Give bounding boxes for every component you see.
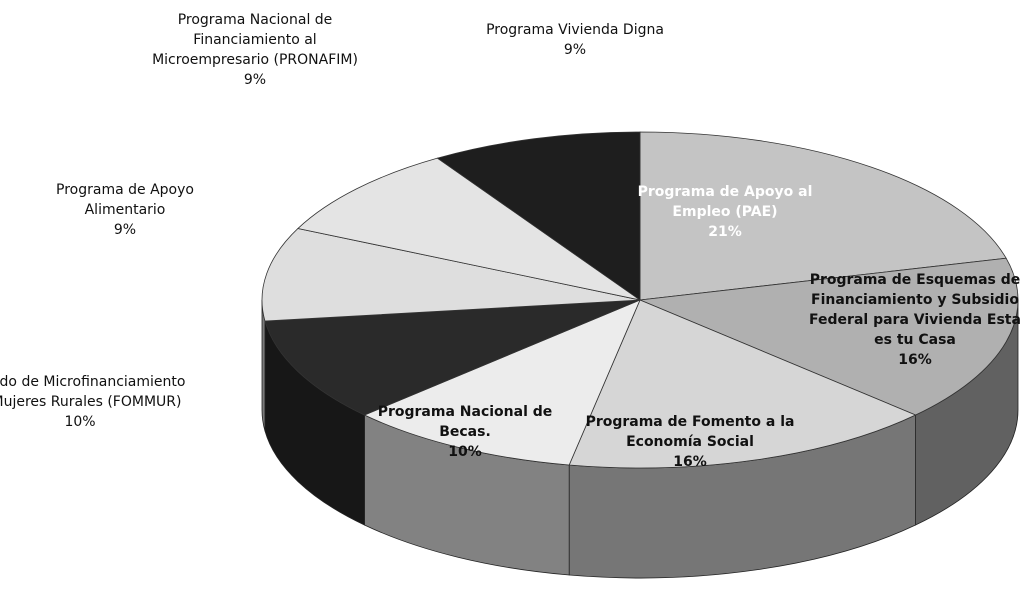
pie-slice (638, 257, 1019, 416)
pie-slice (363, 299, 641, 466)
value-label: 21% (708, 224, 742, 240)
slice-label: Programa Vivienda Digna 9% (465, 20, 685, 60)
pie-slice (436, 131, 641, 301)
pie-slice (568, 299, 917, 469)
pie-slice (264, 299, 641, 416)
slice-label: Programa Nacional de Becas. 10% (355, 402, 575, 462)
category-name: Programa Nacional de Financiamiento al M… (152, 12, 358, 68)
category-name: Fondo de Microfinanciamiento a Mujeres R… (0, 374, 186, 410)
slice-label: Programa de Apoyo al Empleo (PAE) 21% (615, 182, 835, 242)
slice-label: Programa de Apoyo Alimentario 9% (15, 180, 235, 240)
pie-slice (261, 228, 641, 322)
category-name: Programa de Esquemas de Financiamiento y… (809, 272, 1021, 348)
value-label: 16% (898, 352, 932, 368)
pie-slice (297, 157, 641, 301)
value-label: 9% (243, 72, 267, 88)
category-name: Programa de Apoyo Alimentario (56, 182, 194, 218)
value-label: 10% (64, 414, 96, 430)
category-name: Programa Vivienda Digna (486, 22, 664, 38)
value-label: 9% (113, 222, 137, 238)
pie-slice (639, 131, 1007, 301)
slice-label: Programa de Esquemas de Financiamiento y… (805, 270, 1024, 370)
category-name: Programa Nacional de Becas. (377, 404, 553, 440)
slice-label: Programa Nacional de Financiamiento al M… (145, 10, 365, 90)
category-name: Programa de Apoyo al Empleo (PAE) (637, 184, 813, 220)
value-label: 16% (673, 454, 707, 470)
value-label: 9% (563, 42, 587, 58)
value-label: 10% (448, 444, 482, 460)
category-name: Programa de Fomento a la Economía Social (585, 414, 795, 450)
slice-label: Fondo de Microfinanciamiento a Mujeres R… (0, 372, 190, 432)
slice-label: Programa de Fomento a la Economía Social… (580, 412, 800, 472)
